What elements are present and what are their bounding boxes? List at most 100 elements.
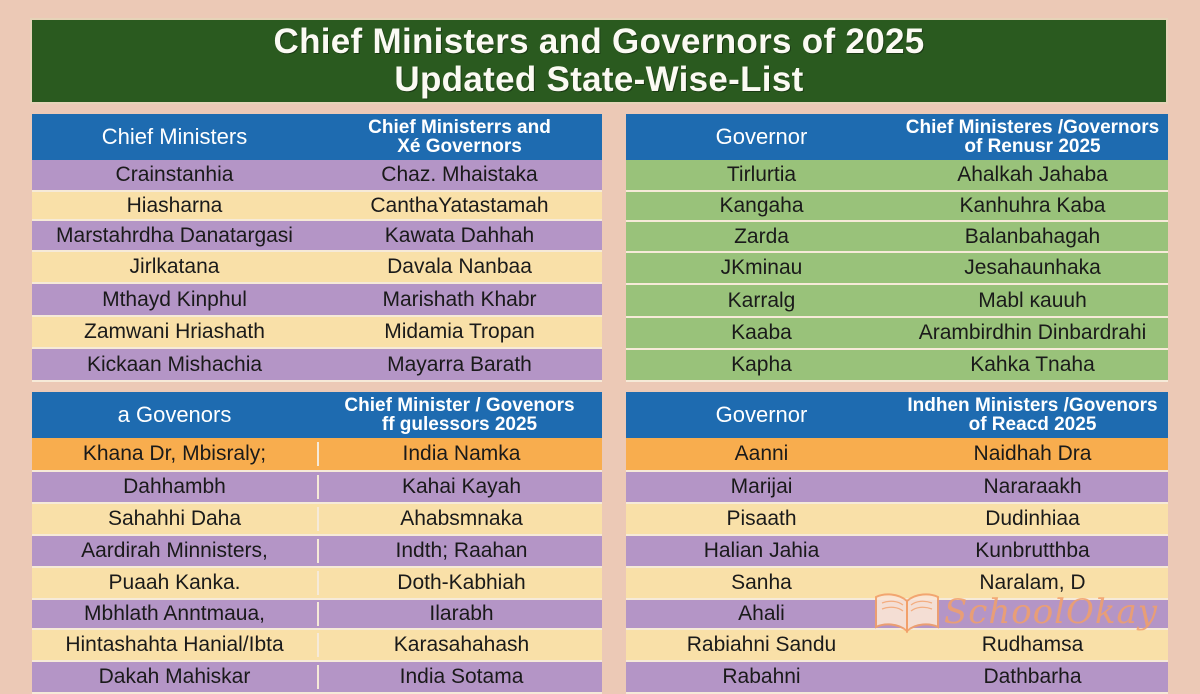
table-row: Mbhlath Anntmaua, Ilarabh xyxy=(32,600,602,630)
table-row: Puaah Kanka. Doth-Kabhiah xyxy=(32,568,602,600)
row-left: Rabiahni Sandu xyxy=(686,633,837,656)
row-left: Zarda xyxy=(734,224,789,248)
panel-header-right-line1: Indhen Ministers /Govenors xyxy=(907,395,1158,416)
table-row: Dahhambh Kahai Kayah xyxy=(32,472,602,504)
row-left: Aanni xyxy=(734,442,789,465)
table-row: JKminau Jesahaunhaka xyxy=(626,253,1168,285)
panel-header-left: Chief Ministers xyxy=(101,124,248,149)
panel-header-right-line1: Chief Minister / Govenors xyxy=(344,395,575,416)
row-right: Mabl ĸauuh xyxy=(978,288,1087,312)
row-left: Pisaath xyxy=(726,507,797,530)
table-row: Marstahrdha Danatargasi Kawata Dahhah xyxy=(32,221,602,252)
row-right: Ahabsmnaka xyxy=(400,507,523,530)
row-left: Ahali xyxy=(738,602,785,625)
watermark: SchoolOkay xyxy=(872,582,1172,642)
row-right: Arambirdhin Dinbardrahi xyxy=(918,321,1147,344)
table-row: Kangaha Kanhuhra Kaba xyxy=(626,192,1168,222)
panel-header-right-line2: of Reacd 2025 xyxy=(968,414,1097,435)
panel-lower-left: a Govenors Chief Minister / Govenors ff … xyxy=(32,392,602,694)
row-left: Aardirah Minnisters, xyxy=(32,539,319,563)
row-left: Mbhlath Anntmaua, xyxy=(32,602,319,626)
row-left: Kaaba xyxy=(731,321,792,344)
row-right: Dathbarha xyxy=(983,665,1082,688)
panel-header-right: Chief Minister / Govenors ff gulessors 2… xyxy=(317,396,602,434)
panel-header: a Govenors Chief Minister / Govenors ff … xyxy=(32,392,602,438)
row-right: India Namka xyxy=(402,442,521,465)
row-right: Davala Nanbaa xyxy=(387,255,532,278)
table-row: Sahahhi Daha Ahabsmnaka xyxy=(32,504,602,536)
panel-lower-right: Governor Indhen Ministers /Govenors of R… xyxy=(626,392,1168,694)
panel-header-left: a Govenors xyxy=(117,402,232,427)
row-right: Karasahahash xyxy=(393,633,530,656)
row-right: Mayarra Barath xyxy=(387,352,532,376)
panel-chief-ministers: Chief Ministers Chief Ministerrs and Xé … xyxy=(32,114,602,382)
row-right: Rudhamsa xyxy=(981,633,1084,656)
table-row: Jirlkatana Davala Nanbaa xyxy=(32,252,602,284)
panel-header: Governor Chief Ministeres /Governors of … xyxy=(626,114,1168,160)
row-right: Naidhah Dra xyxy=(973,442,1092,465)
panel-header-right: Chief Ministeres /Governors of Renusr 20… xyxy=(897,118,1168,156)
row-left: Marstahrdha Danatargasi xyxy=(56,223,293,247)
table-row: Halian Jahia Kunbrutthba xyxy=(626,536,1168,568)
table-row: Crainstanhia Chaz. Mhaistaka xyxy=(32,160,602,192)
table-row: Karralg Mabl ĸauuh xyxy=(626,285,1168,318)
row-right: Kawata Dahhah xyxy=(384,223,535,247)
open-book-icon xyxy=(875,593,939,634)
panel-header: Chief Ministers Chief Ministerrs and Xé … xyxy=(32,114,602,160)
table-row: Kaaba Arambirdhin Dinbardrahi xyxy=(626,318,1168,350)
row-left: Dahhambh xyxy=(32,475,319,499)
panel-rows: Crainstanhia Chaz. Mhaistaka Hiasharna Can… xyxy=(32,160,602,382)
row-left: Dakah Mahiskar xyxy=(32,665,319,689)
table-row: Pisaath Dudinhiaa xyxy=(626,504,1168,536)
row-left: Tirlurtia xyxy=(726,163,797,186)
table-row: Rabiahni Sandu Rudhamsa xyxy=(626,630,1168,662)
row-right: Kahka Tnaha xyxy=(970,353,1095,376)
table-row: Aanni Naidhah Dra xyxy=(626,438,1168,472)
row-left: Kapha xyxy=(731,353,792,376)
table-row: Mthayd Kinphul Marishath Khabr xyxy=(32,284,602,317)
row-left: Hiasharna xyxy=(126,193,223,217)
row-right: Jesahaunhaka xyxy=(964,256,1101,279)
table-row: Kapha Kahka Tnaha xyxy=(626,350,1168,382)
table-row: Khana Dr, Mbisraly; India Namka xyxy=(32,438,602,472)
row-right: Kunbrutthba xyxy=(975,539,1090,562)
panel-rows: Tirlurtia Ahalkah Jahaba Kangaha Kanhuhra … xyxy=(626,160,1168,382)
page-subtitle: Updated State-Wise-List xyxy=(394,60,804,99)
panel-rows: Aanni Naidhah Dra Marijai Nararaakh Pisaat… xyxy=(626,438,1168,694)
panel-governors: Governor Chief Ministeres /Governors of … xyxy=(626,114,1168,382)
row-right: Naralam, D xyxy=(979,571,1086,594)
panel-header-right: Indhen Ministers /Govenors of Reacd 2025 xyxy=(897,396,1168,434)
row-left: Mthayd Kinphul xyxy=(102,287,247,311)
table-row: Hiasharna CanthaYatastamah xyxy=(32,192,602,221)
panel-rows: Khana Dr, Mbisraly; India Namka Dahhambh K… xyxy=(32,438,602,694)
row-left: Khana Dr, Mbisraly; xyxy=(32,442,319,466)
row-right: Ahalkah Jahaba xyxy=(957,163,1108,186)
table-row: Dakah Mahiskar India Sotama xyxy=(32,662,602,694)
row-right: Indth; Raahan xyxy=(395,539,528,562)
row-right: Dudinhiaa xyxy=(985,507,1080,530)
table-row: Zarda Balanbahagah xyxy=(626,222,1168,253)
table-row: Hintashahta Hanial/Ibta Karasahahash xyxy=(32,630,602,662)
row-right: Balanbahagah xyxy=(964,224,1101,248)
table-row: Zamwani Hriashath Midamia Tropan xyxy=(32,317,602,349)
row-left: Puaah Kanka. xyxy=(32,571,319,595)
table-row: Kickaan Mishachia Mayarra Barath xyxy=(32,349,602,382)
panel-header-right-line2: ff gulessors 2025 xyxy=(381,414,538,435)
row-left: Hintashahta Hanial/Ibta xyxy=(32,633,319,657)
row-right: Midamia Tropan xyxy=(384,320,535,343)
row-left: Marijai xyxy=(730,475,793,498)
panel-header-right-line2: Xé Governors xyxy=(397,136,522,157)
row-left: Zamwani Hriashath xyxy=(84,320,265,343)
row-left: Kickaan Mishachia xyxy=(86,352,263,376)
panel-header-right-line2: of Renusr 2025 xyxy=(964,136,1101,157)
panel-header-right-line1: Chief Ministeres /Governors xyxy=(905,117,1160,138)
title-banner: Chief Ministers and Governors of 2025 Up… xyxy=(30,18,1168,104)
table-row: Tirlurtia Ahalkah Jahaba xyxy=(626,160,1168,192)
table-row: Rabahni Dathbarha xyxy=(626,662,1168,694)
page-title: Chief Ministers and Governors of 2025 xyxy=(273,22,925,61)
row-right: Chaz. Mhaistaka xyxy=(381,163,538,186)
row-right: Kanhuhra Kaba xyxy=(959,194,1106,217)
row-right: Kahai Kayah xyxy=(401,475,522,498)
panel-header-right: Chief Ministerrs and Xé Governors xyxy=(317,118,602,156)
row-left: Kangaha xyxy=(719,194,804,217)
